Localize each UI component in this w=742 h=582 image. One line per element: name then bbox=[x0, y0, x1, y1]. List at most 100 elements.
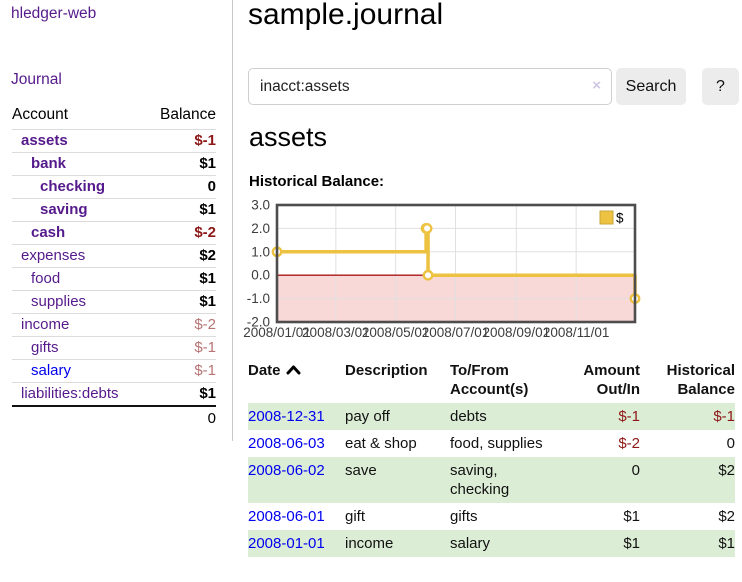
search-button[interactable]: Search bbox=[616, 68, 686, 105]
chart-plot-border bbox=[275, 203, 637, 324]
account-balance: $-2 bbox=[145, 313, 216, 337]
help-button[interactable]: ? bbox=[702, 68, 739, 105]
search-input[interactable] bbox=[248, 68, 612, 105]
app-brand-link[interactable]: hledger-web bbox=[11, 5, 97, 22]
sidebar-item-journal[interactable]: Journal bbox=[11, 71, 62, 88]
chart-y-tick-label: 3.0 bbox=[251, 198, 270, 213]
account-balance: $2 bbox=[145, 244, 216, 268]
account-row: salary $-1 bbox=[12, 359, 216, 383]
transaction-date-link[interactable]: 2008-06-03 bbox=[248, 435, 325, 452]
chart-data-point[interactable] bbox=[421, 223, 433, 234]
chart-y-tick-label: 0.0 bbox=[251, 268, 270, 283]
balance-header-line2: Balance bbox=[677, 381, 735, 398]
account-link-income[interactable]: income bbox=[21, 316, 70, 333]
transaction-description: eat & shop bbox=[345, 435, 417, 452]
transaction-accounts: salary bbox=[450, 535, 491, 552]
account-row: gifts $-1 bbox=[12, 336, 216, 360]
accounts-total-row: 0 bbox=[12, 405, 216, 430]
transaction-description: pay off bbox=[345, 408, 390, 425]
chart-y-tick-label: -1.0 bbox=[247, 291, 270, 306]
transaction-accounts: debts bbox=[450, 408, 487, 425]
accounts-header-balance: Balance bbox=[159, 106, 216, 123]
chart-data-point[interactable] bbox=[422, 269, 434, 281]
transaction-date-link[interactable]: 2008-01-01 bbox=[248, 535, 325, 552]
accounts-table-header: Account Balance bbox=[12, 104, 216, 130]
balance-header-line1: Historical bbox=[666, 362, 735, 379]
account-row: checking 0 bbox=[12, 175, 216, 199]
register-header-date[interactable]: Date bbox=[248, 361, 345, 403]
chart-y-tick-label: 1.0 bbox=[251, 244, 270, 259]
amount-header-line2: Out/In bbox=[596, 381, 640, 398]
account-link-saving[interactable]: saving bbox=[40, 201, 88, 218]
account-link-liabilities-debts[interactable]: liabilities:debts bbox=[21, 385, 119, 402]
transaction-amount: $-1 bbox=[618, 408, 640, 425]
chart-legend-swatch bbox=[599, 210, 614, 225]
transaction-accounts: food, supplies bbox=[450, 435, 543, 452]
account-balance: $-2 bbox=[145, 221, 216, 245]
account-row: income $-2 bbox=[12, 313, 216, 337]
chart-x-tick-label: 2008/07/01 bbox=[422, 325, 490, 340]
chart-y-tick-label: -2.0 bbox=[247, 315, 270, 330]
date-header-label: Date bbox=[248, 362, 281, 379]
account-link-gifts[interactable]: gifts bbox=[31, 339, 59, 356]
account-heading: assets bbox=[249, 122, 328, 152]
account-balance: $1 bbox=[145, 290, 216, 314]
account-balance: $1 bbox=[145, 152, 216, 176]
accounts-header-line1: To/From bbox=[450, 362, 509, 379]
register-row: 2008-06-02 save saving, checking 0 $2 bbox=[248, 457, 735, 503]
transaction-balance: $-1 bbox=[713, 408, 735, 425]
register-header-accounts: To/From Account(s) bbox=[450, 361, 565, 403]
main-content: sample.journal × Search ? assets Histori… bbox=[243, 0, 742, 582]
account-balance: $1 bbox=[145, 382, 216, 406]
transaction-description: income bbox=[345, 535, 394, 552]
account-balance: 0 bbox=[145, 175, 216, 199]
sidebar: hledger-web Journal Account Balance asse… bbox=[0, 0, 233, 441]
chart-legend-label: $ bbox=[616, 211, 624, 226]
register-row: 2008-12-31 pay off debts $-1 $-1 bbox=[248, 403, 735, 430]
transaction-description: save bbox=[345, 462, 377, 479]
transaction-date-link[interactable]: 2008-06-02 bbox=[248, 462, 325, 479]
clear-search-icon[interactable]: × bbox=[592, 77, 601, 94]
register-row: 2008-01-01 income salary $1 $1 bbox=[248, 530, 735, 557]
transaction-accounts: saving, checking bbox=[450, 462, 510, 498]
chart-title: Historical Balance: bbox=[249, 173, 385, 190]
chart-x-tick-label: 2008/01/01 bbox=[243, 325, 311, 340]
chart-y-tick-label: 2.0 bbox=[251, 221, 270, 236]
search-form: × Search ? bbox=[248, 68, 739, 105]
register-table: Date Description To/From Account(s) Amou… bbox=[248, 361, 735, 557]
account-balance: $-1 bbox=[145, 129, 216, 153]
transaction-description: gift bbox=[345, 508, 366, 525]
chart-x-tick-label: 2008/05/01 bbox=[362, 325, 430, 340]
transaction-date-link[interactable]: 2008-06-01 bbox=[248, 508, 325, 525]
transaction-date-link[interactable]: 2008-12-31 bbox=[248, 408, 325, 425]
transaction-amount: 0 bbox=[631, 462, 640, 479]
account-row: food $1 bbox=[12, 267, 216, 291]
account-row: saving $1 bbox=[12, 198, 216, 222]
account-row: supplies $1 bbox=[12, 290, 216, 314]
accounts-header-account: Account bbox=[12, 106, 69, 123]
historical-balance-chart[interactable]: $3.0 2.0 1.0 0.0 -1.0 -2.0 2008/01/01 2008/03/0… bbox=[243, 198, 742, 348]
account-row: assets $-1 bbox=[12, 129, 216, 153]
account-row: liabilities:debts $1 bbox=[12, 382, 216, 406]
amount-header-line1: Amount bbox=[583, 362, 640, 379]
accounts-table: Account Balance assets $-1 bank $1 check… bbox=[12, 104, 216, 430]
account-link-supplies[interactable]: supplies bbox=[31, 293, 87, 310]
account-link-assets[interactable]: assets bbox=[21, 132, 68, 149]
transaction-balance: $1 bbox=[718, 535, 735, 552]
register-header-amount: Amount Out/In bbox=[565, 361, 640, 403]
account-link-checking[interactable]: checking bbox=[40, 178, 106, 195]
account-link-cash[interactable]: cash bbox=[31, 224, 66, 241]
account-link-expenses[interactable]: expenses bbox=[21, 247, 86, 264]
account-link-salary[interactable]: salary bbox=[31, 362, 72, 379]
account-link-bank[interactable]: bank bbox=[31, 155, 67, 172]
accounts-header-line2: Account(s) bbox=[450, 381, 529, 398]
account-link-food[interactable]: food bbox=[31, 270, 61, 287]
transaction-balance: $2 bbox=[718, 462, 735, 479]
chart-x-tick-label: 2008/03/01 bbox=[302, 325, 370, 340]
register-header-description: Description bbox=[345, 362, 428, 379]
chart-x-tick-label: 2008/09/01 bbox=[483, 325, 551, 340]
transaction-accounts: gifts bbox=[450, 508, 478, 525]
accounts-total-value: 0 bbox=[145, 405, 216, 430]
account-balance: $1 bbox=[145, 267, 216, 291]
account-row: cash $-2 bbox=[12, 221, 216, 245]
